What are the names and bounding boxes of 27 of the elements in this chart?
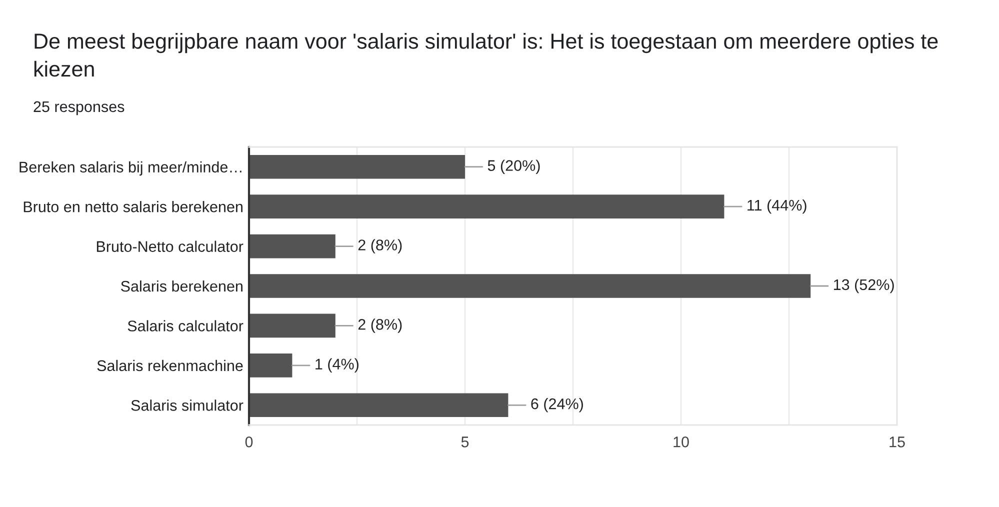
y-tick-label: Bereken salaris bij meer/minde… <box>20 161 242 176</box>
y-tick-label: Salaris berekenen <box>121 280 242 292</box>
x-tick-label: 0 <box>245 436 253 448</box>
data-label: 2 (8%) <box>358 239 402 254</box>
y-tick-label: Salaris simulator <box>131 400 244 411</box>
text: 25 responses <box>34 101 124 116</box>
bar <box>249 274 811 298</box>
data-label: 13 (52%) <box>834 278 894 294</box>
y-tick-label: Bruto-Netto calculator <box>96 240 244 252</box>
data-label: 5 (20%) <box>488 160 540 174</box>
data-label: 1 (4%) <box>316 358 358 373</box>
x-tick-label: 10 <box>674 436 689 448</box>
chart-title: De meest begrijpbare naam voor 'salaris simulator' is: Het is toegestaan om meerdere opties te kiezen <box>34 33 938 77</box>
bar <box>249 154 465 179</box>
bar <box>249 354 292 378</box>
bar <box>249 234 336 258</box>
y-tick-label: Salaris calculator <box>128 320 244 332</box>
bar <box>249 314 336 338</box>
data-label: 11 (44%) <box>748 199 806 214</box>
x-tick-label: 15 <box>890 436 905 448</box>
data-label: 6 (24%) <box>531 398 583 412</box>
data-label: 2 (8%) <box>358 318 402 333</box>
bar <box>249 194 724 218</box>
bar <box>249 393 508 418</box>
x-tick-label: 5 <box>461 436 469 448</box>
y-tick-label: Salaris rekenmachine <box>97 360 243 372</box>
y-tick-label: Bruto en netto salaris berekenen <box>24 201 242 212</box>
